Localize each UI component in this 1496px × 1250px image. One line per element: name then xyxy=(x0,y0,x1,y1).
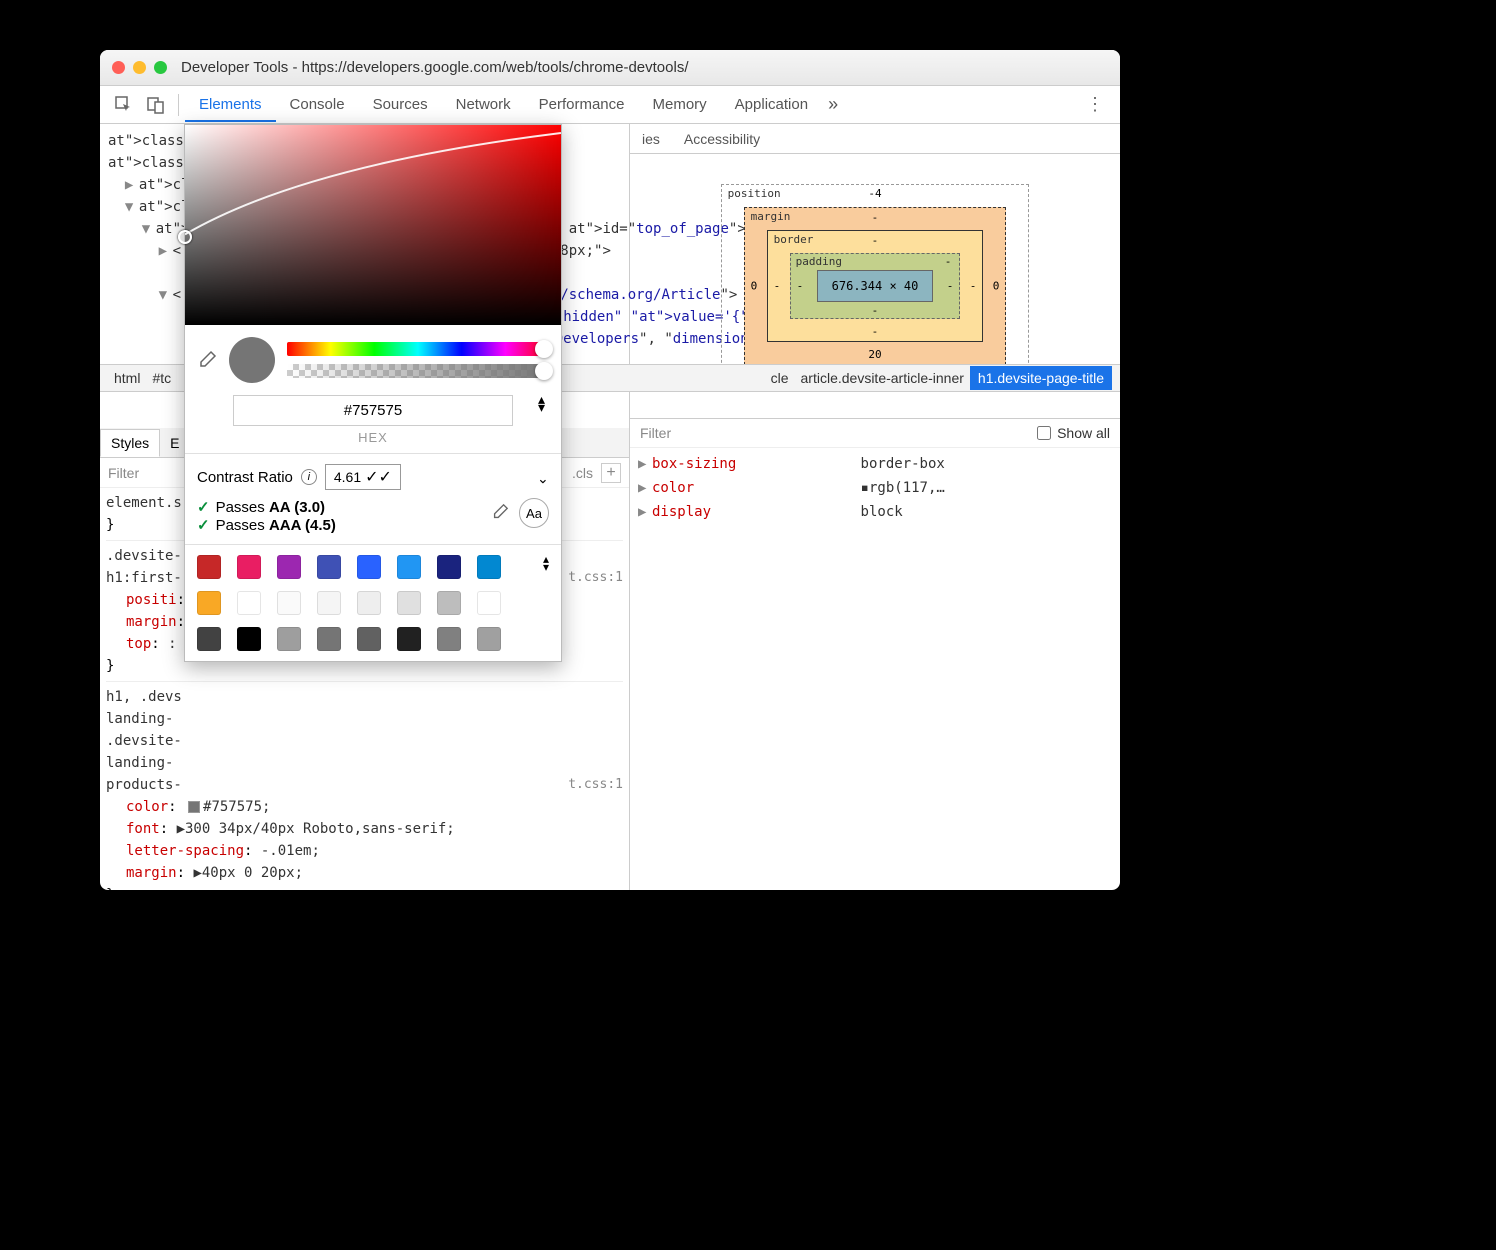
new-rule-button[interactable]: + xyxy=(601,463,621,483)
palette-swatch[interactable] xyxy=(277,555,301,579)
palette-swatch[interactable] xyxy=(277,591,301,615)
zoom-traffic-light[interactable] xyxy=(154,61,167,74)
palette-switcher-icon[interactable]: ▴▾ xyxy=(543,555,549,571)
tab-application[interactable]: Application xyxy=(721,88,822,121)
palette-swatch[interactable] xyxy=(277,627,301,651)
color-palette: ▴▾ xyxy=(185,545,561,661)
palette-swatch[interactable] xyxy=(357,591,381,615)
tab-properties[interactable]: ies xyxy=(630,125,672,153)
crumb[interactable]: #tc xyxy=(146,370,177,386)
show-all-checkbox[interactable] xyxy=(1037,426,1051,440)
color-picker: ▴▾ HEX Contrast Ratio i 4.61 ✓✓ ⌃ ✓Passe… xyxy=(184,124,562,662)
palette-swatch[interactable] xyxy=(317,555,341,579)
contrast-section: Contrast Ratio i 4.61 ✓✓ ⌃ ✓Passes AA (3… xyxy=(185,454,561,544)
collapse-icon[interactable]: ⌃ xyxy=(537,469,549,486)
computed-row[interactable]: ▶box-sizingborder-box xyxy=(638,452,1112,476)
contrast-ratio: 4.61 ✓✓ xyxy=(325,464,401,490)
palette-swatch[interactable] xyxy=(237,591,261,615)
palette-swatch[interactable] xyxy=(397,627,421,651)
contrast-label: Contrast Ratio xyxy=(197,469,293,486)
info-icon[interactable]: i xyxy=(301,469,317,485)
position-label: position xyxy=(728,187,781,200)
padding-label: padding xyxy=(796,255,842,268)
tab-network[interactable]: Network xyxy=(442,88,525,121)
computed-properties[interactable]: ▶box-sizingborder-box▶color▪rgb(117,…▶di… xyxy=(630,448,1120,528)
computed-row[interactable]: ▶color▪rgb(117,… xyxy=(638,476,1112,500)
tab-console[interactable]: Console xyxy=(276,88,359,121)
palette-swatch[interactable] xyxy=(437,555,461,579)
alpha-slider[interactable] xyxy=(287,364,549,378)
format-toggle-icon[interactable]: ▴▾ xyxy=(538,395,545,411)
right-tabs: ies Accessibility xyxy=(630,124,1120,154)
crumb[interactable]: html xyxy=(108,370,146,386)
alpha-thumb[interactable] xyxy=(535,362,553,380)
computed-row[interactable]: ▶displayblock xyxy=(638,500,1112,524)
tab-sources[interactable]: Sources xyxy=(359,88,442,121)
palette-swatch[interactable] xyxy=(317,591,341,615)
palette-swatch[interactable] xyxy=(317,627,341,651)
saturation-cursor[interactable] xyxy=(178,230,192,244)
tab-performance[interactable]: Performance xyxy=(525,88,639,121)
filter-label[interactable]: Filter xyxy=(108,465,139,481)
palette-swatch[interactable] xyxy=(397,555,421,579)
palette-swatch[interactable] xyxy=(197,591,221,615)
close-traffic-light[interactable] xyxy=(112,61,125,74)
panel-tabs: Elements Console Sources Network Perform… xyxy=(185,88,822,121)
tab-styles[interactable]: Styles xyxy=(100,429,160,457)
margin-label: margin xyxy=(751,210,791,223)
hex-input[interactable] xyxy=(233,395,513,426)
palette-swatch[interactable] xyxy=(437,627,461,651)
show-all-toggle[interactable]: Show all xyxy=(1037,425,1110,441)
content-size: 676.344 × 40 xyxy=(817,270,934,302)
check-icon: ✓ xyxy=(197,498,210,516)
palette-swatch[interactable] xyxy=(397,591,421,615)
minimize-traffic-light[interactable] xyxy=(133,61,146,74)
inspect-icon[interactable] xyxy=(112,93,136,117)
titlebar: Developer Tools - https://developers.goo… xyxy=(100,50,1120,86)
devtools-toolbar: Elements Console Sources Network Perform… xyxy=(100,86,1120,124)
eyedropper-icon[interactable] xyxy=(197,350,217,370)
computed-filter-label[interactable]: Filter xyxy=(640,425,671,441)
palette-swatch[interactable] xyxy=(437,591,461,615)
saturation-field[interactable] xyxy=(185,125,561,325)
hex-label: HEX xyxy=(358,430,388,445)
crumb[interactable]: article.devsite-article-inner xyxy=(795,370,970,386)
window-title: Developer Tools - https://developers.goo… xyxy=(181,59,689,76)
crumb[interactable]: cle xyxy=(765,370,795,386)
palette-swatch[interactable] xyxy=(477,627,501,651)
palette-swatch[interactable] xyxy=(357,555,381,579)
text-sample-button[interactable]: Aa xyxy=(519,498,549,528)
computed-filter-bar: Filter Show all xyxy=(630,418,1120,448)
hue-thumb[interactable] xyxy=(535,340,553,358)
palette-swatch[interactable] xyxy=(197,627,221,651)
palette-swatch[interactable] xyxy=(237,555,261,579)
palette-swatch[interactable] xyxy=(477,555,501,579)
color-preview xyxy=(229,337,275,383)
traffic-lights xyxy=(112,61,167,74)
cls-toggle[interactable]: .cls xyxy=(572,465,593,481)
border-label: border xyxy=(774,233,814,246)
devtools-window: Developer Tools - https://developers.goo… xyxy=(100,50,1120,890)
palette-swatch[interactable] xyxy=(357,627,381,651)
palette-swatch[interactable] xyxy=(197,555,221,579)
tab-memory[interactable]: Memory xyxy=(639,88,721,121)
eyedropper-icon[interactable] xyxy=(491,503,509,524)
crumb-selected[interactable]: h1.devsite-page-title xyxy=(970,366,1112,390)
tab-elements[interactable]: Elements xyxy=(185,88,276,121)
computed-panel: ies Accessibility position -4 4 margin -… xyxy=(630,124,1120,890)
kebab-menu-icon[interactable]: ⋮ xyxy=(1078,94,1112,115)
tab-accessibility[interactable]: Accessibility xyxy=(672,125,772,153)
palette-swatch[interactable] xyxy=(237,627,261,651)
check-icon: ✓ xyxy=(197,516,210,534)
device-icon[interactable] xyxy=(144,93,168,117)
more-tabs-icon[interactable]: » xyxy=(828,94,838,115)
hue-slider[interactable] xyxy=(287,342,549,356)
palette-swatch[interactable] xyxy=(477,591,501,615)
